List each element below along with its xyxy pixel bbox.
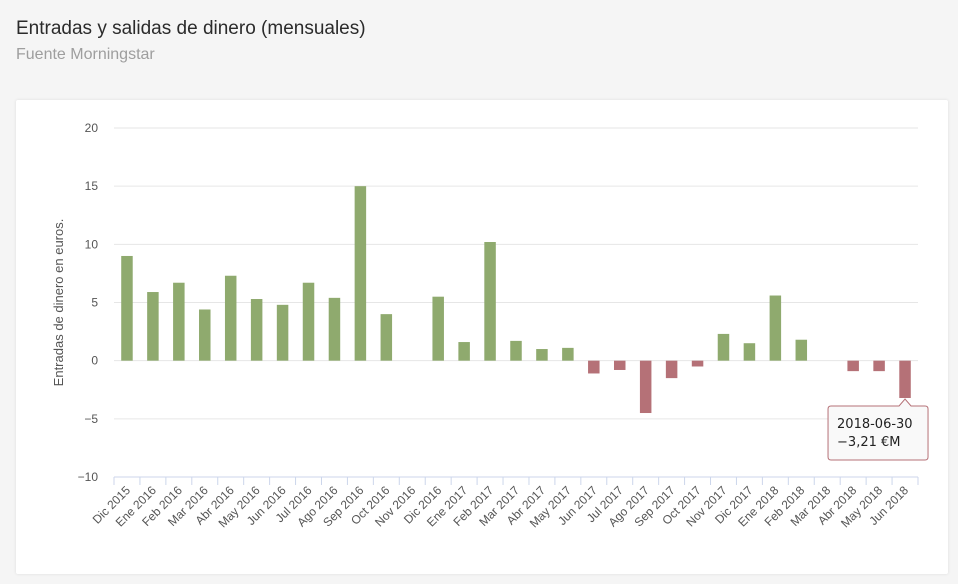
y-tick-label: 5 (91, 296, 98, 310)
tooltip-box (827, 398, 929, 461)
bar-ene-2018[interactable] (769, 295, 782, 361)
bar-jun-2016[interactable] (276, 304, 289, 361)
bar-jul-2017[interactable] (613, 360, 626, 370)
bar-mar-2017[interactable] (510, 340, 522, 361)
x-axis (113, 476, 919, 485)
tooltip-value: −3,21 €M (837, 435, 900, 450)
bar-abr-2018[interactable] (847, 360, 859, 372)
bar-nov-2017[interactable] (717, 333, 730, 361)
bar-mar-2016[interactable] (199, 309, 211, 361)
bar-abr-2016[interactable] (224, 275, 237, 361)
bar-ene-2016[interactable] (147, 292, 159, 361)
bar-chart: 20 15 10 5 0 −5 −10 Entradas de dinero en euro… (51, 121, 929, 530)
bar-abr-2017[interactable] (536, 349, 548, 361)
bar-ene-2017[interactable] (458, 342, 470, 361)
bar-oct-2017[interactable] (691, 360, 704, 367)
grid-layer (114, 127, 918, 420)
chart-card: 20 15 10 5 0 −5 −10 Entradas de dinero en euro… (16, 100, 948, 574)
chart-title: Entradas y salidas de dinero (mensuales) (16, 18, 366, 39)
bar-may-2017[interactable] (562, 347, 574, 361)
y-axis-ticks: 20 15 10 5 0 −5 −10 (78, 121, 99, 484)
y-tick-label: 10 (85, 237, 99, 251)
bar-oct-2016[interactable] (380, 314, 393, 361)
tooltip: 2018-06-30 −3,21 €M (827, 398, 929, 461)
bar-jun-2017[interactable] (588, 360, 600, 374)
bar-feb-2018[interactable] (795, 339, 808, 361)
tooltip-date: 2018-06-30 (837, 417, 913, 432)
bar-dic-2015[interactable] (121, 255, 133, 361)
y-axis-title: Entradas de dinero en euros. (51, 219, 66, 387)
bar-may-2018[interactable] (873, 360, 885, 372)
bar-feb-2017[interactable] (484, 242, 496, 361)
bar-ago-2016[interactable] (328, 297, 341, 361)
bar-sep-2016[interactable] (354, 186, 367, 361)
y-tick-label: −5 (84, 412, 98, 426)
y-tick-label: 20 (85, 121, 99, 135)
chart-header: Entradas y salidas de dinero (mensuales)… (16, 16, 366, 66)
bar-dic-2016[interactable] (432, 296, 444, 361)
y-tick-label: 15 (85, 179, 99, 193)
bar-feb-2016[interactable] (173, 282, 185, 361)
bar-may-2016[interactable] (250, 299, 263, 361)
y-tick-label: −10 (78, 470, 99, 484)
bars-layer (121, 186, 911, 414)
bar-dic-2017[interactable] (743, 343, 756, 361)
chart-subtitle: Fuente Morningstar (16, 46, 155, 63)
bar-sep-2017[interactable] (665, 360, 678, 379)
y-tick-label: 0 (91, 354, 98, 368)
bar-ago-2017[interactable] (639, 360, 652, 414)
bar-jul-2016[interactable] (302, 282, 315, 361)
bar-jun-2018[interactable] (899, 360, 911, 399)
